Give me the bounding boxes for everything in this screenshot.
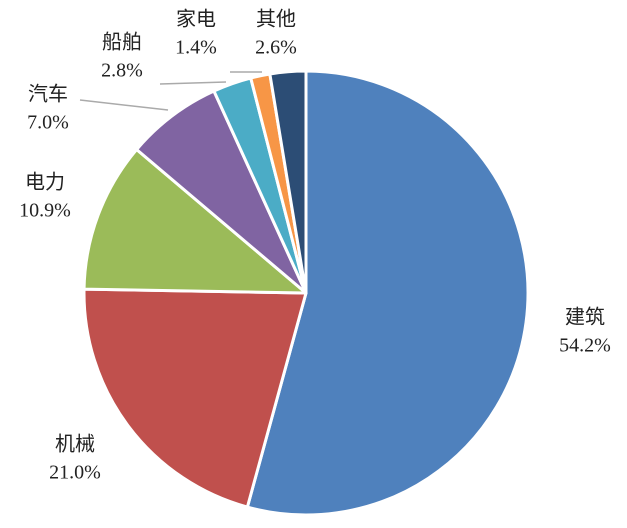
pie-slice <box>82 287 308 509</box>
value-label: 1.4% <box>175 37 217 59</box>
slice-label: 汽车 <box>28 83 68 106</box>
value-label: 10.9% <box>19 200 71 222</box>
pie-slice <box>82 148 308 295</box>
slice-label: 船舶 <box>102 31 142 54</box>
value-label: 54.2% <box>559 335 611 357</box>
leader-line <box>159 81 227 85</box>
slice-label: 建筑 <box>565 306 605 329</box>
leader-line <box>79 99 169 111</box>
pie-slice <box>245 69 530 517</box>
value-label: 21.0% <box>49 462 101 484</box>
value-label: 2.6% <box>255 37 297 59</box>
value-label: 2.8% <box>101 60 143 82</box>
slice-label: 机械 <box>55 433 95 456</box>
pie-slice <box>268 69 308 295</box>
slice-label: 其他 <box>256 8 296 31</box>
slice-label: 电力 <box>25 171 65 194</box>
slice-label: 家电 <box>176 8 216 31</box>
value-label: 7.0% <box>27 112 69 134</box>
